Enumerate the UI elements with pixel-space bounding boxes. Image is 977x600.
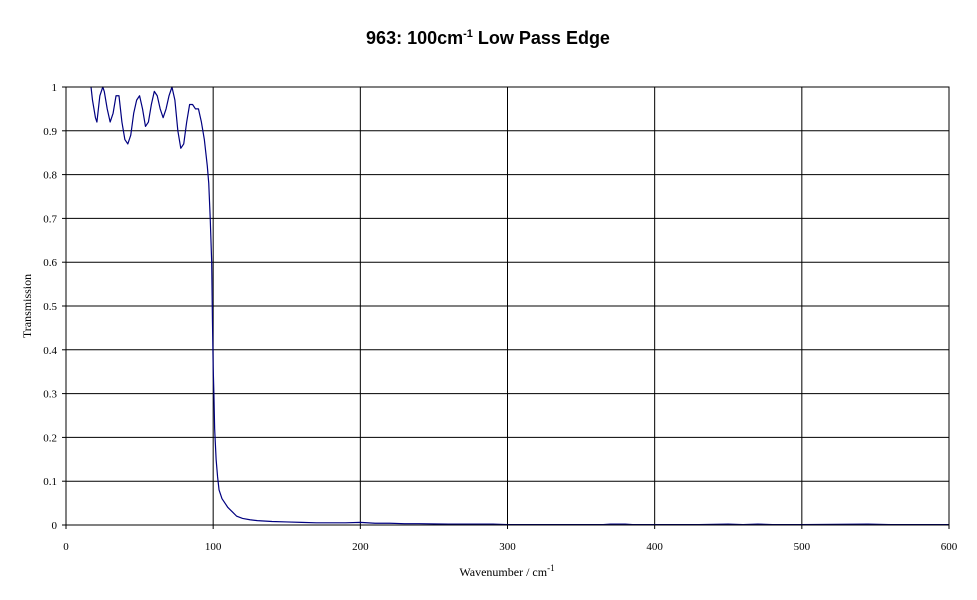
chart-title-suffix: Low Pass Edge	[473, 28, 610, 48]
plot-border	[65, 86, 950, 526]
y-tick-label: 0.6	[43, 257, 57, 269]
tick-labels: 0 0.1 0.2 0.3 0.4 0.5 0.6 0.7 0.8 0.9 1 0 100 200 300 4…	[43, 82, 958, 553]
y-tick-label: 0.5	[43, 301, 57, 313]
y-tick-label: 0.2	[43, 432, 57, 444]
x-axis-label: Wavenumber / cm-1	[459, 563, 554, 579]
y-tick-label: 0.9	[43, 126, 57, 138]
grid	[66, 87, 949, 525]
x-tick-label: 500	[794, 541, 811, 553]
x-tick-label: 300	[499, 541, 516, 553]
y-tick-label: 0.3	[43, 389, 57, 401]
y-tick-label: 0	[52, 520, 58, 532]
y-tick-label: 0.8	[43, 170, 57, 182]
chart-title-superscript: -1	[463, 28, 473, 40]
x-axis-label-superscript: -1	[547, 563, 555, 573]
chart-title: 963: 100cm-1 Low Pass Edge	[366, 28, 610, 48]
x-tick-label: 600	[941, 541, 958, 553]
x-tick-label: 0	[63, 541, 69, 553]
x-tick-label: 100	[205, 541, 222, 553]
series-line	[90, 86, 949, 526]
y-tick-label: 0.7	[43, 213, 57, 225]
series-layer	[90, 86, 949, 526]
y-tick-label: 0.4	[43, 345, 57, 357]
x-tick-label: 400	[646, 541, 663, 553]
y-tick-label: 1	[52, 82, 58, 94]
y-axis-label: Transmission	[20, 274, 34, 338]
y-tick-label: 0.1	[43, 476, 57, 488]
x-tick-label: 200	[352, 541, 369, 553]
